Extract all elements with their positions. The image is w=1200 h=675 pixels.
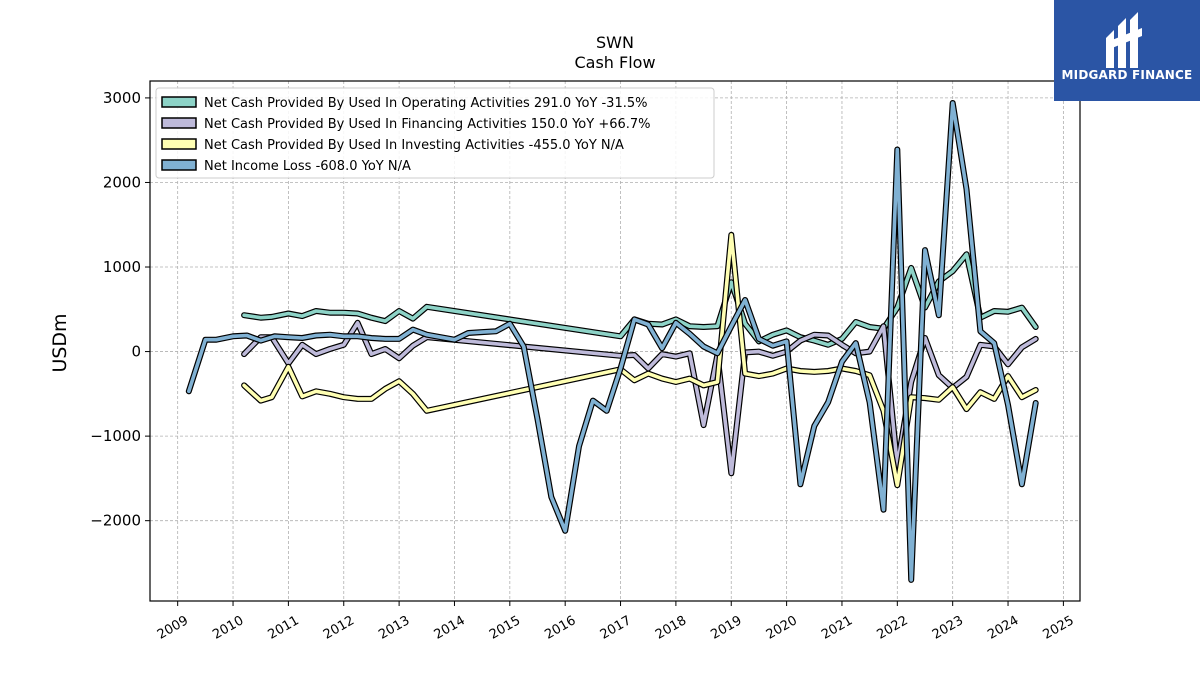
chart-subtitle: Cash Flow — [574, 53, 656, 72]
x-tick-label: 2018 — [653, 613, 689, 643]
legend-swatch-1 — [161, 117, 197, 129]
y-tick-label: 0 — [131, 343, 141, 361]
legend-swatch-0 — [161, 96, 197, 108]
legend-label-1: Net Cash Provided By Used In Financing A… — [204, 117, 651, 132]
legend-label-3: Net Income Loss -608.0 YoY N/A — [204, 159, 411, 174]
y-axis-label: USDm — [49, 313, 71, 372]
legend-box — [155, 87, 715, 179]
x-tick-label: 2012 — [321, 613, 357, 643]
series-line-3 — [187, 101, 1038, 582]
x-tick-label: 2010 — [210, 613, 246, 643]
chart-title: SWN — [596, 33, 634, 52]
midgard-finance-logo: MIDGARD FINANCE — [1054, 0, 1200, 101]
legend-swatch-2 — [161, 138, 197, 150]
x-tick-label: 2022 — [874, 613, 910, 643]
x-tick-label: 2019 — [708, 613, 744, 643]
series-layer — [185, 100, 1039, 583]
x-tick-label: 2021 — [819, 613, 855, 643]
series-line-2 — [242, 233, 1038, 488]
logo-mark-icon — [1106, 12, 1142, 68]
plot-area-frame — [149, 80, 1081, 602]
x-tick-label: 2013 — [376, 613, 412, 643]
y-tick-label: 2000 — [103, 173, 141, 191]
y-tick-label: −1000 — [90, 427, 141, 445]
x-tick-label: 2020 — [764, 613, 800, 643]
y-tick-label: −2000 — [90, 512, 141, 530]
legend: Net Cash Provided By Used In Operating A… — [155, 87, 715, 179]
x-tick-label: 2009 — [155, 613, 191, 643]
y-tick-label: 3000 — [103, 89, 141, 107]
x-tick-label: 2014 — [432, 613, 468, 643]
logo-text: MIDGARD FINANCE — [1061, 68, 1193, 82]
y-tick-label: 1000 — [103, 258, 141, 276]
x-tick-label: 2025 — [1041, 613, 1077, 643]
legend-label-2: Net Cash Provided By Used In Investing A… — [204, 138, 624, 153]
legend-swatch-3 — [161, 159, 197, 171]
x-tick-label: 2024 — [985, 613, 1021, 643]
x-tick-label: 2017 — [598, 613, 634, 643]
x-tick-label: 2011 — [266, 613, 302, 643]
legend-label-0: Net Cash Provided By Used In Operating A… — [204, 96, 647, 111]
x-tick-label: 2023 — [930, 613, 966, 643]
x-tick-label: 2016 — [542, 613, 578, 643]
x-tick-label: 2015 — [487, 613, 523, 643]
